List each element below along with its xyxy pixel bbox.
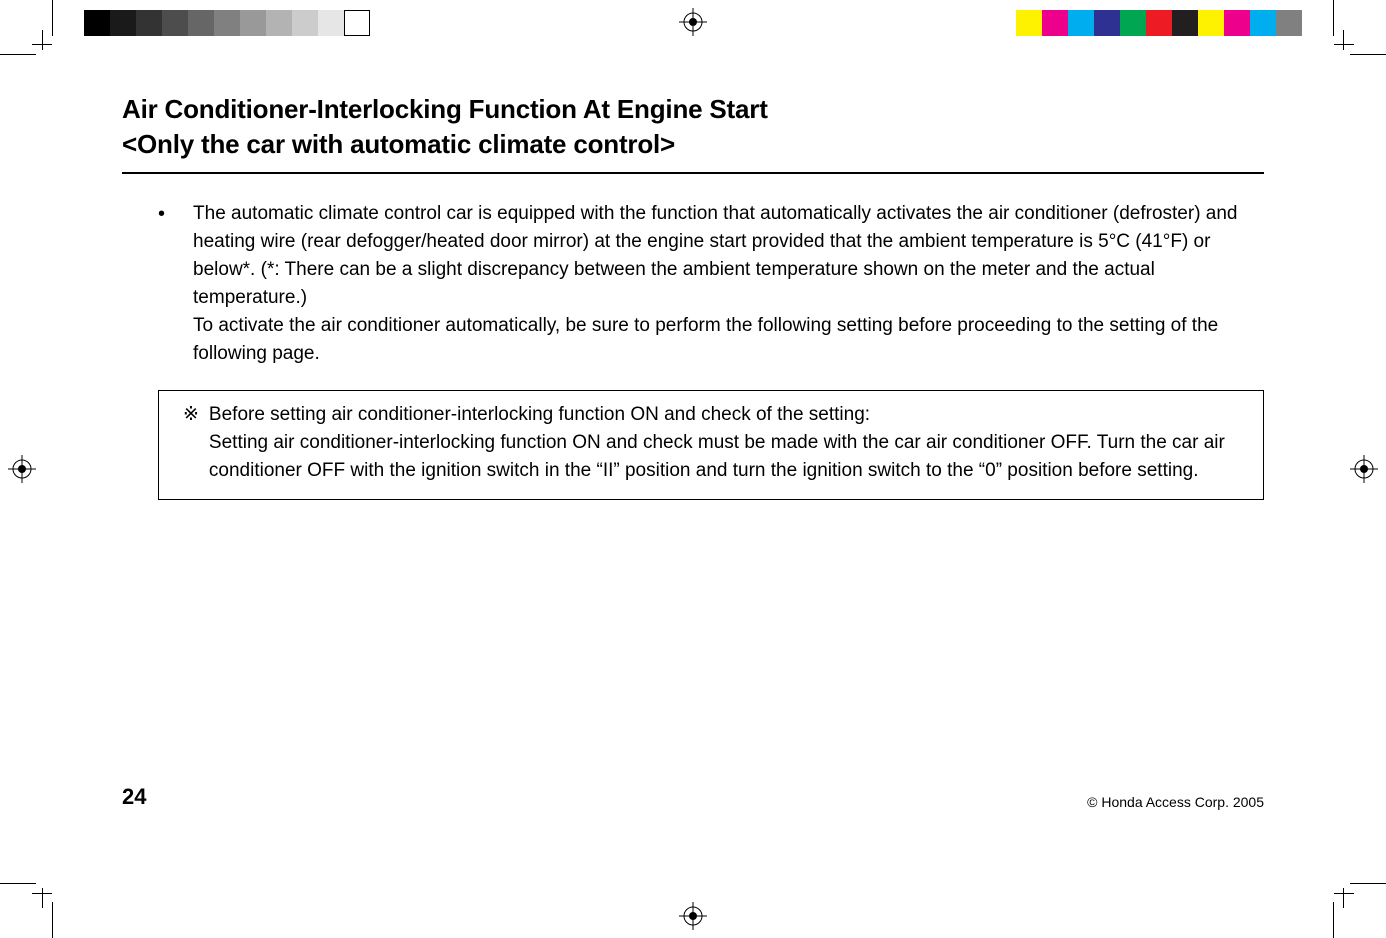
body-text: The automatic climate control car is equ… bbox=[193, 200, 1264, 368]
colorbar-swatch bbox=[1120, 10, 1146, 36]
colorbar-swatch bbox=[1172, 10, 1198, 36]
note-lead: Before setting air conditioner-interlock… bbox=[209, 404, 870, 425]
colorbar-swatch bbox=[188, 10, 214, 36]
registration-mark-icon bbox=[1350, 455, 1378, 483]
colorbar-swatch bbox=[1094, 10, 1120, 36]
crop-mark bbox=[52, 0, 53, 36]
colorbar-swatch bbox=[162, 10, 188, 36]
colorbar-swatch bbox=[1250, 10, 1276, 36]
title-line-1: Air Conditioner-Interlocking Function At… bbox=[122, 94, 768, 124]
note-reference-mark: ※ bbox=[183, 401, 199, 485]
crop-mark bbox=[1350, 54, 1386, 55]
colorbar-swatch bbox=[1016, 10, 1042, 36]
crop-mark bbox=[1343, 30, 1344, 50]
registration-mark-icon bbox=[679, 902, 707, 930]
colorbar-swatch bbox=[84, 10, 110, 36]
colorbar-swatch bbox=[1276, 10, 1302, 36]
body-para-2: To activate the air conditioner automati… bbox=[193, 312, 1264, 368]
body-bullet: • The automatic climate control car is e… bbox=[122, 200, 1264, 368]
crop-mark bbox=[1334, 44, 1354, 45]
page-number: 24 bbox=[122, 784, 146, 810]
note-box: ※ Before setting air conditioner-interlo… bbox=[158, 390, 1264, 500]
colorbar-swatch bbox=[110, 10, 136, 36]
colorbar-swatch bbox=[266, 10, 292, 36]
colorbar-swatch bbox=[1068, 10, 1094, 36]
note-body: Setting air conditioner-interlocking fun… bbox=[209, 432, 1225, 481]
crop-mark bbox=[1343, 888, 1344, 908]
title-underline bbox=[122, 172, 1264, 174]
crop-mark bbox=[42, 888, 43, 908]
copyright-text: © Honda Access Corp. 2005 bbox=[1087, 794, 1264, 810]
page-footer: 24 © Honda Access Corp. 2005 bbox=[122, 784, 1264, 810]
crop-mark bbox=[0, 883, 36, 884]
colorbar-swatch bbox=[1042, 10, 1068, 36]
bullet-glyph: • bbox=[158, 200, 165, 368]
crop-mark bbox=[1333, 0, 1334, 36]
grayscale-colorbar bbox=[84, 10, 370, 36]
title-line-2: <Only the car with automatic climate con… bbox=[122, 129, 675, 159]
registration-mark-icon bbox=[8, 455, 36, 483]
colorbar-swatch bbox=[240, 10, 266, 36]
crop-mark bbox=[42, 30, 43, 50]
crop-mark bbox=[1350, 883, 1386, 884]
crop-mark bbox=[1334, 893, 1354, 894]
crop-mark bbox=[0, 54, 36, 55]
note-text: Before setting air conditioner-interlock… bbox=[209, 401, 1239, 485]
page-content: Air Conditioner-Interlocking Function At… bbox=[122, 92, 1264, 828]
colorbar-swatch bbox=[1224, 10, 1250, 36]
body-para-1: The automatic climate control car is equ… bbox=[193, 203, 1237, 308]
page-title: Air Conditioner-Interlocking Function At… bbox=[122, 92, 1264, 162]
colorbar-swatch bbox=[136, 10, 162, 36]
colorbar-swatch bbox=[344, 10, 370, 36]
colorbar-swatch bbox=[1146, 10, 1172, 36]
process-colorbar bbox=[1016, 10, 1302, 36]
colorbar-swatch bbox=[1198, 10, 1224, 36]
colorbar-swatch bbox=[214, 10, 240, 36]
colorbar-swatch bbox=[318, 10, 344, 36]
registration-mark-icon bbox=[679, 8, 707, 36]
crop-mark bbox=[1333, 902, 1334, 938]
crop-mark bbox=[52, 902, 53, 938]
colorbar-swatch bbox=[292, 10, 318, 36]
